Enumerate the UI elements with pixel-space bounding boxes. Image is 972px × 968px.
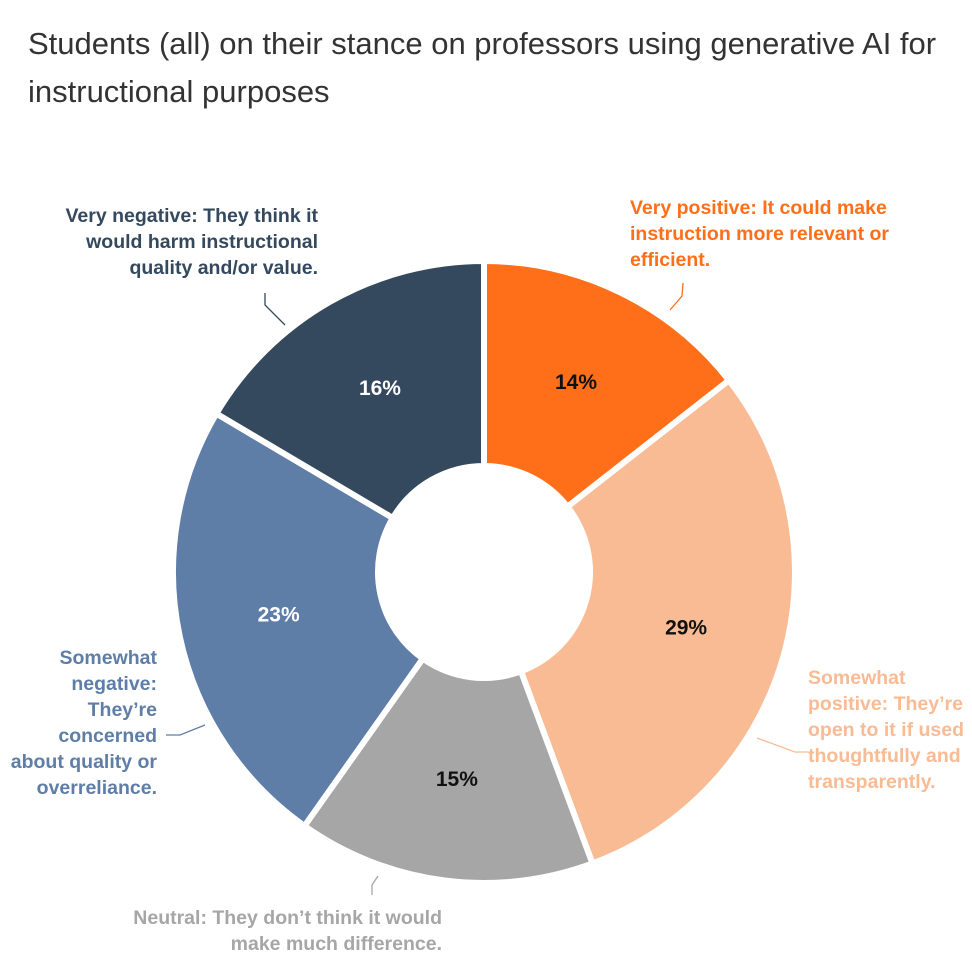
leader-line xyxy=(264,293,286,326)
leader-line xyxy=(166,724,206,736)
slice xyxy=(212,257,487,523)
value-label: 16% xyxy=(359,377,401,400)
category-label: Somewhat positive: They’re open to it if… xyxy=(808,667,964,793)
leader-line xyxy=(669,282,684,311)
slice xyxy=(517,376,798,868)
value-label: 29% xyxy=(665,617,707,640)
category-label: Very negative: They think it would harm … xyxy=(65,205,319,279)
leader-line xyxy=(756,737,808,753)
category-label: Somewhat negative: They’re concerned abo… xyxy=(10,647,157,799)
value-label: 23% xyxy=(258,603,300,626)
chart-title: Students (all) on their stance on profes… xyxy=(28,26,937,109)
slice xyxy=(170,409,427,831)
slice xyxy=(481,257,734,511)
value-label: 15% xyxy=(436,768,478,791)
category-label: Neutral: They don’t think it would make … xyxy=(133,907,442,955)
leader-line xyxy=(371,875,379,895)
slice xyxy=(300,654,597,886)
category-label: Very positive: It could make instruction… xyxy=(630,197,889,271)
value-label: 14% xyxy=(555,371,597,394)
